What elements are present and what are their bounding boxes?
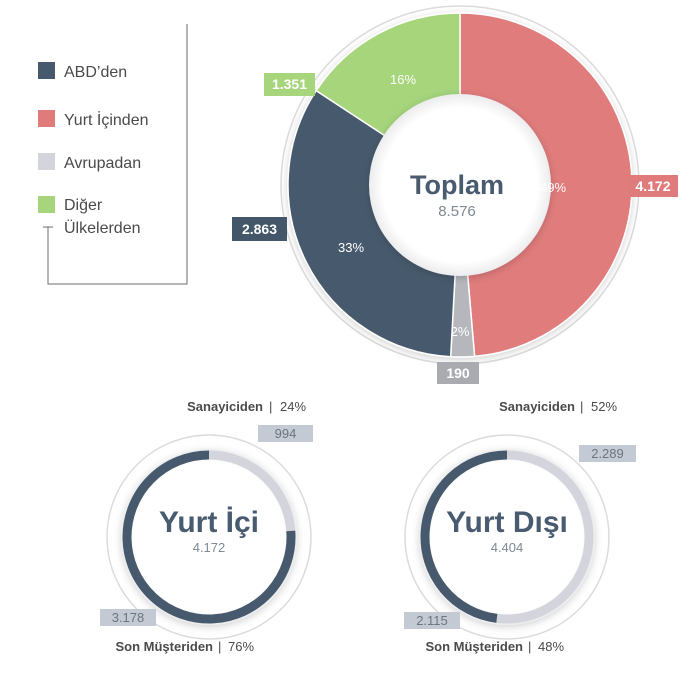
caption-top-name: Sanayiciden [499, 399, 575, 414]
value-badge-son-musteriden: 2.115 [404, 612, 460, 629]
caption-bottom-percent: 76% [228, 639, 254, 654]
caption-bottom-name: Son Müşteriden [425, 639, 523, 654]
legend-label: Yurt İçinden [64, 110, 149, 129]
caption-bottom-name: Son Müşteriden [115, 639, 213, 654]
ring-arc [208, 450, 296, 532]
ring-arc [420, 450, 508, 623]
value-badge-yurt-icinden: 4.172 [628, 175, 678, 197]
value-badge-bg [100, 609, 156, 626]
caption-top-percent: 24% [280, 399, 306, 414]
value-badge-text: 2.115 [416, 613, 448, 628]
value-badge-text: 2.863 [242, 221, 277, 237]
value-badge-text: 994 [275, 426, 297, 441]
caption-top-name: Sanayiciden [187, 399, 263, 414]
value-badge-son-musteriden: 3.178 [100, 609, 156, 626]
caption-separator: | [269, 399, 272, 414]
value-badge-bg [579, 445, 636, 462]
slice-percent-label: 2% [451, 324, 470, 339]
legend-label: Ülkelerden [64, 219, 140, 237]
legend-label: Diğer [64, 197, 103, 214]
caption-bottom-percent: 48% [538, 639, 564, 654]
center-title: Yurt Dışı [446, 506, 568, 539]
value-badge-abd: 2.863 [232, 217, 287, 241]
center-value: 4.172 [193, 540, 226, 555]
value-badge-sanayiciden: 2.289 [579, 445, 636, 462]
value-badge-bg [437, 362, 479, 384]
legend-swatch [38, 110, 55, 127]
legend-item-diger-ulkelerden: Diğer Ülkelerden [38, 196, 140, 237]
value-badge-bg [258, 425, 313, 442]
donut-plate [419, 449, 595, 625]
value-badge-sanayiciden: 994 [258, 425, 313, 442]
value-badge-diger: 1.351 [264, 73, 315, 96]
ring-arc [496, 450, 594, 624]
donut-chart-yurt-ici: Sanayiciden | 24% Yurt İçi 4.172 994 3.1… [100, 399, 313, 654]
legend: ABD’den Yurt İçinden Avrupadan Diğer Ülk… [38, 24, 188, 285]
legend-swatch [38, 62, 55, 79]
center-value: 8.576 [438, 203, 476, 220]
legend-frame [47, 24, 188, 285]
value-badge-bg [404, 612, 460, 629]
value-badge-text: 190 [446, 365, 470, 381]
value-badge-bg [232, 217, 287, 241]
center-title: Toplam [410, 170, 504, 200]
caption-separator: | [528, 639, 531, 654]
slice-percent-label: 16% [390, 72, 416, 87]
caption-separator: | [218, 639, 221, 654]
slice-percent-label: 33% [338, 240, 364, 255]
legend-swatch [38, 196, 55, 213]
donut-plate [121, 449, 297, 625]
legend-item-avrupadan: Avrupadan [38, 153, 141, 172]
slice-percent-label: 49% [540, 180, 566, 195]
donut-hole [369, 94, 551, 276]
legend-label: Avrupadan [64, 155, 141, 172]
caption-top-percent: 52% [591, 399, 617, 414]
legend-item-yurt-icinden: Yurt İçinden [38, 110, 149, 129]
value-badge-text: 4.172 [635, 178, 670, 194]
legend-item-abd: ABD’den [38, 62, 127, 81]
value-badge-avrupadan: 190 [437, 362, 479, 384]
value-badge-bg [264, 73, 315, 96]
value-badge-bg [628, 175, 678, 197]
legend-swatch [38, 153, 55, 170]
center-title: Yurt İçi [159, 506, 259, 539]
donut-chart-toplam: Toplam 8.576 49% 2% 33% 16% 4.172 190 2.… [232, 5, 678, 384]
center-value: 4.404 [491, 540, 524, 555]
ring-arc [122, 450, 296, 624]
value-badge-text: 1.351 [272, 76, 307, 92]
donut-chart-yurt-disi: Sanayiciden | 52% Yurt Dışı 4.404 2.289 … [404, 399, 636, 654]
caption-separator: | [580, 399, 583, 414]
value-badge-text: 3.178 [112, 610, 145, 625]
value-badge-text: 2.289 [591, 446, 624, 461]
legend-label: ABD’den [64, 64, 127, 81]
